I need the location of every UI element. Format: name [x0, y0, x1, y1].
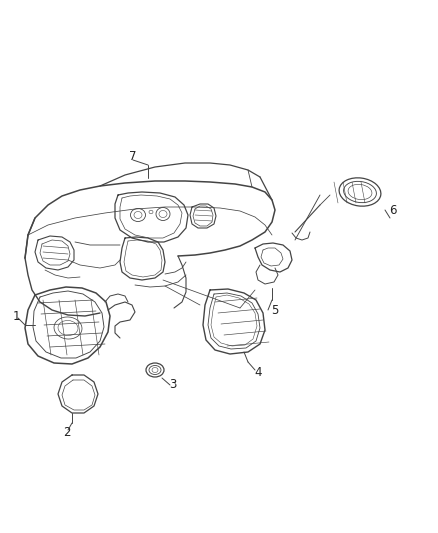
Text: 3: 3 — [170, 378, 177, 392]
Text: 4: 4 — [254, 366, 262, 378]
Text: 5: 5 — [271, 303, 279, 317]
Text: 2: 2 — [63, 425, 71, 439]
Text: 6: 6 — [389, 204, 397, 216]
Text: 7: 7 — [129, 150, 137, 164]
Text: 1: 1 — [12, 310, 20, 322]
